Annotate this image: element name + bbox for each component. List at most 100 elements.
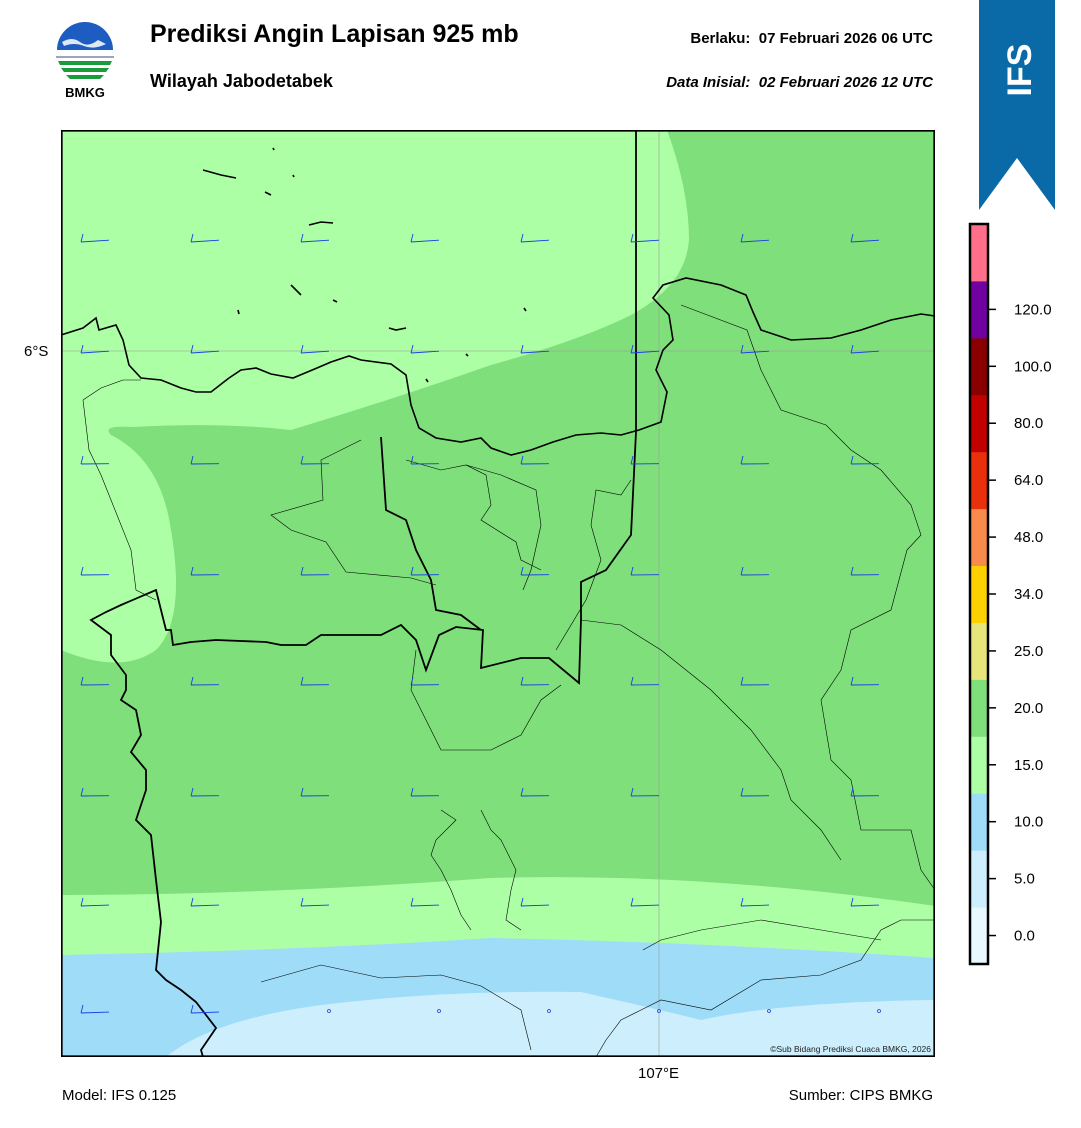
logo-text: BMKG [65, 85, 105, 100]
wind-barb [300, 566, 330, 576]
colorbar-tick-label: 120.0 [1014, 301, 1052, 318]
wind-barb [520, 344, 550, 354]
wind-barb [850, 566, 880, 576]
colorbar-tick-label: 0.0 [1014, 928, 1035, 945]
wind-barb [850, 344, 880, 354]
lat-tick-label: 6°S [24, 343, 49, 360]
page-title: Prediksi Angin Lapisan 925 mb [150, 20, 519, 48]
source-label: Sumber: CIPS BMKG [788, 1087, 933, 1104]
wind-barb [740, 676, 770, 686]
calm-wind-marker [657, 1009, 661, 1013]
ribbon-shape [979, 0, 1055, 210]
wind-barb [520, 676, 550, 686]
wind-barb [520, 897, 550, 907]
wind-barb [520, 787, 550, 797]
wind-barb [300, 676, 330, 686]
wind-barb [740, 455, 770, 465]
colorbar-tick-label: 100.0 [1014, 358, 1052, 375]
colorbar-tick-label: 64.0 [1014, 472, 1043, 489]
valid-time-value: 07 Februari 2026 06 UTC [758, 30, 933, 47]
wind-barb-layer [80, 233, 881, 1014]
wind-barb [80, 566, 110, 576]
wind-barb [190, 787, 220, 797]
wind-barb [80, 1004, 110, 1014]
wind-barb [300, 455, 330, 465]
calm-wind-marker [877, 1009, 881, 1013]
valid-time-label: Berlaku: [690, 30, 751, 47]
region-subtitle: Wilayah Jabodetabek [150, 71, 333, 91]
wind-barb [300, 787, 330, 797]
wind-barb [740, 897, 770, 907]
bmkg-logo: BMKG [56, 22, 114, 100]
wind-barb [410, 566, 440, 576]
wind-barb [190, 676, 220, 686]
wind-barb [190, 566, 220, 576]
islands [202, 147, 527, 383]
wind-barb [190, 455, 220, 465]
colorbar-tick-label: 34.0 [1014, 586, 1043, 603]
valid-time: Berlaku: 07 Februari 2026 06 UTC [690, 30, 933, 47]
wind-speed-colorbar: 0.0 5.0 10.0 15.0 20.0 25.0 34.0 48.0 64.0 80.0 10… [968, 222, 1052, 966]
province-boundary [89, 130, 637, 1057]
wind-barb [410, 676, 440, 686]
wind-barb [190, 1004, 220, 1014]
wind-barb [520, 233, 550, 243]
wind-barb [630, 897, 660, 907]
wind-map [61, 130, 935, 1057]
wind-barb [190, 344, 220, 354]
calm-wind-marker [767, 1009, 771, 1013]
colorbar-tick-label: 15.0 [1014, 757, 1043, 774]
colorbar-tick-label: 10.0 [1014, 814, 1043, 831]
map-frame [61, 130, 935, 1057]
colorbar-ticks: 0.0 5.0 10.0 15.0 20.0 25.0 34.0 48.0 64.0 80.0 10… [988, 301, 1052, 945]
colorbar-segment [970, 451, 988, 510]
wind-barb [80, 897, 110, 907]
wind-barb [630, 787, 660, 797]
wind-zone-fresh [61, 130, 935, 1057]
colorbar-segment [970, 622, 988, 680]
wind-barb [80, 676, 110, 686]
calm-wind-marker [327, 1009, 331, 1013]
colorbar-segment [970, 736, 988, 794]
colorbar-segment [970, 793, 988, 851]
init-time: Data Inisial: 02 Februari 2026 12 UTC [666, 74, 933, 91]
model-ribbon: IFS [979, 0, 1055, 210]
wind-barb [410, 233, 440, 243]
wind-barb [630, 566, 660, 576]
colorbar-tick-label: 20.0 [1014, 700, 1043, 717]
wind-barb [190, 897, 220, 907]
lon-tick-label: 107°E [638, 1065, 680, 1082]
copyright-note: ©Sub Bidang Prediksi Cuaca BMKG, 2026 [770, 1044, 931, 1054]
colorbar-segment [970, 508, 988, 567]
colorbar-tick-label: 80.0 [1014, 415, 1043, 432]
coastline [61, 277, 935, 456]
wind-barb [850, 233, 880, 243]
wind-barb [850, 455, 880, 465]
colorbar-segment [970, 224, 988, 282]
wind-barb [520, 566, 550, 576]
calm-wind-marker [547, 1009, 551, 1013]
model-label: Model: IFS 0.125 [62, 1087, 177, 1104]
colorbar-segment [970, 280, 988, 339]
colorbar-segment [970, 394, 988, 453]
wind-barb [410, 344, 440, 354]
wind-barb [520, 455, 550, 465]
wind-barb [410, 787, 440, 797]
init-time-label: Data Inisial: [666, 74, 751, 91]
wind-barb [410, 897, 440, 907]
wind-zone-very-light [166, 991, 935, 1057]
wind-barb [850, 676, 880, 686]
wind-barb [740, 787, 770, 797]
wind-barb [300, 344, 330, 354]
bmkg-emblem-icon [56, 22, 114, 79]
colorbar-tick-label: 25.0 [1014, 643, 1043, 660]
wind-barb [740, 233, 770, 243]
regency-boundaries [82, 304, 935, 1057]
wind-barb [630, 344, 660, 354]
wind-barb [80, 233, 110, 243]
wind-barb [630, 233, 660, 243]
wind-barb [80, 455, 110, 465]
colorbar-segment [970, 337, 988, 396]
init-time-value: 02 Februari 2026 12 UTC [758, 74, 933, 91]
wind-barb [80, 344, 110, 354]
